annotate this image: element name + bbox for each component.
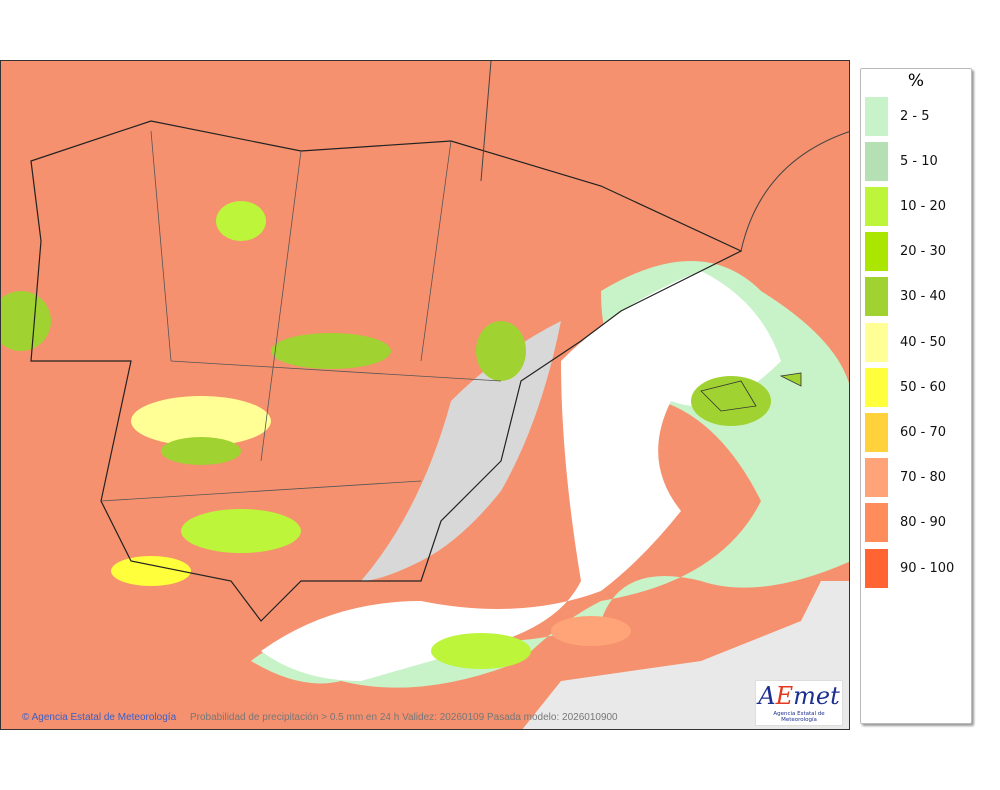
copyright-credit[interactable]: © Agencia Estatal de Meteorología [22, 712, 177, 723]
patch [111, 556, 191, 586]
legend-item: 90 - 100 [865, 548, 954, 588]
legend-label: 5 - 10 [900, 153, 938, 169]
patch [476, 321, 526, 381]
legend-item: 50 - 60 [865, 367, 946, 407]
legend-title: % [907, 71, 925, 91]
patch [161, 437, 241, 465]
legend-item: 80 - 90 [865, 503, 946, 543]
legend-swatch [865, 322, 888, 362]
legend-item: 30 - 40 [865, 277, 946, 317]
country-borders [30, 120, 743, 622]
legend-label: 80 - 90 [900, 515, 947, 531]
region-borders [100, 130, 502, 502]
legend-swatch [865, 232, 888, 272]
patch [551, 616, 631, 646]
legend-swatch [865, 548, 888, 588]
legend-swatch [865, 367, 888, 407]
patch [431, 633, 531, 669]
aemet-logo: AEmet Agencia Estatal de Meteorología [755, 680, 843, 726]
legend-item: 40 - 50 [865, 322, 946, 362]
legend-swatch [865, 412, 888, 452]
patch [1, 291, 51, 351]
precipitation-map[interactable] [0, 60, 850, 730]
legend-label: 20 - 30 [900, 244, 947, 260]
meridian-line [480, 61, 492, 182]
france-coast [740, 131, 849, 252]
map-graphic [1, 61, 849, 729]
patch [131, 396, 271, 446]
legend-item: 20 - 30 [865, 232, 946, 272]
dry-land-relief [361, 321, 561, 581]
patch [181, 509, 301, 553]
legend-item: 10 - 20 [865, 186, 946, 226]
legend-label: 60 - 70 [900, 424, 947, 440]
legend-label: 10 - 20 [900, 198, 947, 214]
legend-swatch [865, 186, 888, 226]
legend-swatch [865, 458, 888, 498]
legend-swatch [865, 141, 888, 181]
legend-item: 5 - 10 [865, 141, 938, 181]
map-caption: Probabilidad de precipitación > 0.5 mm e… [190, 712, 618, 723]
legend-label: 40 - 50 [900, 334, 947, 350]
legend-label: 50 - 60 [900, 379, 947, 395]
legend-swatch [865, 503, 888, 543]
legend-swatch [865, 96, 888, 136]
legend: % 2 - 5 5 - 10 10 - 20 20 - 30 30 - 40 40 - 5… [860, 68, 972, 724]
patch [271, 333, 391, 369]
legend-label: 30 - 40 [900, 289, 947, 305]
legend-item: 2 - 5 [865, 96, 930, 136]
legend-label: 2 - 5 [900, 108, 930, 124]
patch [216, 201, 266, 241]
legend-label: 70 - 80 [900, 470, 947, 486]
legend-swatch [865, 277, 888, 317]
legend-item: 70 - 80 [865, 458, 946, 498]
legend-item: 60 - 70 [865, 412, 946, 452]
legend-label: 90 - 100 [900, 560, 955, 576]
balearic-islands [700, 372, 802, 412]
dry-sea-area [261, 271, 781, 681]
